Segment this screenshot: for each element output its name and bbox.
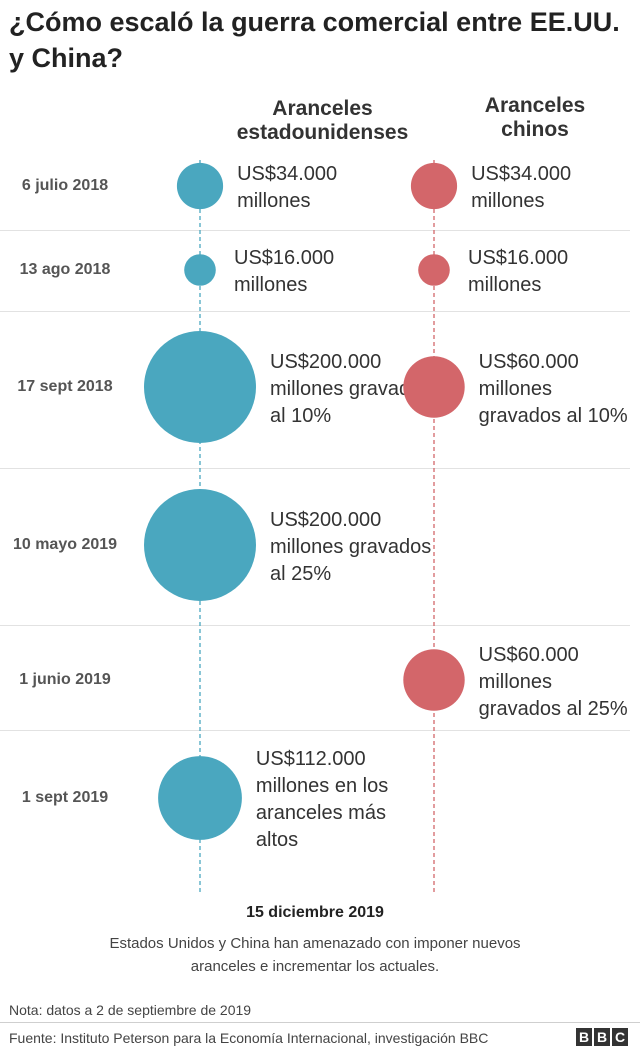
row-divider — [0, 468, 630, 469]
china-tariff-label: US$60.000 millones gravados al 10% — [478, 350, 628, 427]
china-tariff-label: US$16.000 millones — [468, 247, 569, 296]
us-tariff-label: US$200.000 millones gravados al 25% — [270, 508, 432, 585]
final-note: Estados Unidos y China han amenazado con… — [109, 935, 521, 975]
final-date: 15 diciembre 2019 — [246, 904, 384, 921]
row-divider — [0, 625, 630, 626]
us-tariff-label: US$112.000 millones en los aranceles más… — [255, 748, 389, 851]
china-tariff-bubble — [410, 162, 458, 210]
us-tariff-bubble — [158, 756, 242, 840]
row-date-label: 17 sept 2018 — [17, 378, 113, 395]
bbc-logo-letter: C — [612, 1028, 628, 1046]
source-text: Fuente: Instituto Peterson para la Econo… — [9, 1030, 489, 1046]
china-tariff-bubble — [418, 254, 450, 286]
us-tariff-label: US$16.000 millones — [234, 247, 335, 296]
row-date-label: 10 mayo 2019 — [12, 536, 118, 553]
us-tariff-bubble — [184, 254, 216, 286]
us-tariff-label: US$200.000 millones gravados al 10% — [270, 350, 432, 427]
footer-divider — [0, 1022, 640, 1023]
china-tariff-label: US$34.000 millones — [471, 163, 572, 212]
row-date-label: 6 julio 2018 — [21, 177, 109, 194]
china-tariff-bubble — [403, 649, 465, 711]
china-tariff-label: US$60.000 millones gravados al 25% — [478, 643, 628, 720]
row-divider — [0, 311, 630, 312]
us-column-header: Aranceles estadounidenses — [236, 97, 409, 144]
us-tariff-bubble — [144, 489, 256, 601]
row-date-label: 1 junio 2019 — [19, 671, 111, 688]
row-date-label: 13 ago 2018 — [19, 261, 111, 278]
bbc-logo-letter: B — [576, 1028, 592, 1046]
us-tariff-bubble — [144, 331, 256, 443]
us-tariff-bubble — [176, 162, 224, 210]
us-tariff-label: US$34.000 millones — [237, 163, 338, 212]
chart-title: ¿Cómo escaló la guerra comercial entre E… — [9, 7, 620, 73]
row-divider — [0, 730, 630, 731]
row-divider — [0, 230, 630, 231]
row-date-label: 1 sept 2019 — [21, 789, 109, 806]
bbc-logo-letter: B — [594, 1028, 610, 1046]
china-column-header: Aranceles chinos — [484, 94, 586, 141]
data-note: Nota: datos a 2 de septiembre de 2019 — [9, 1002, 252, 1018]
china-tariff-bubble — [403, 356, 465, 418]
